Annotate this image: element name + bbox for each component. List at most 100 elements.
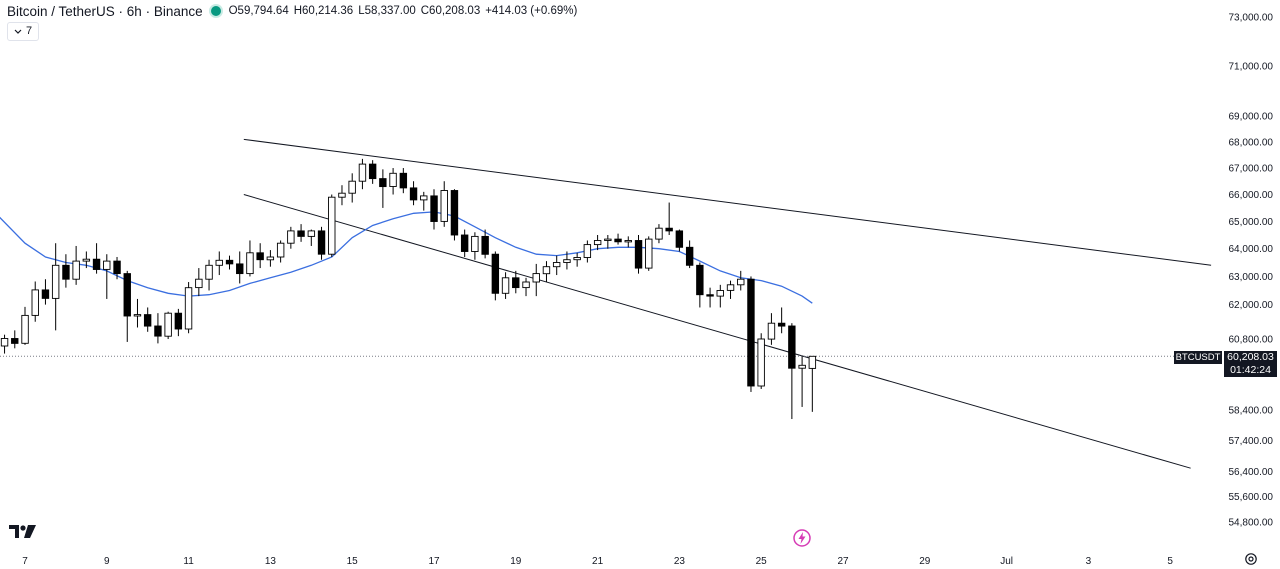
tradingview-logo-icon[interactable] bbox=[9, 525, 37, 539]
candle[interactable] bbox=[195, 268, 203, 297]
candle[interactable] bbox=[430, 189, 438, 230]
candle[interactable] bbox=[460, 229, 469, 257]
candle[interactable] bbox=[51, 243, 60, 331]
candle[interactable] bbox=[696, 262, 704, 308]
candle-body bbox=[552, 262, 561, 268]
trendline-2[interactable] bbox=[243, 194, 1191, 469]
candle[interactable] bbox=[808, 355, 817, 412]
candle[interactable] bbox=[491, 251, 500, 301]
candle[interactable] bbox=[287, 226, 295, 249]
candle[interactable] bbox=[614, 233, 622, 245]
candle[interactable] bbox=[542, 261, 551, 283]
candle[interactable] bbox=[726, 280, 735, 299]
candle[interactable] bbox=[348, 173, 356, 203]
candle[interactable] bbox=[757, 333, 765, 389]
candle-body bbox=[481, 235, 489, 255]
candle[interactable] bbox=[338, 185, 346, 206]
candle[interactable] bbox=[604, 235, 612, 249]
candle[interactable] bbox=[358, 158, 367, 190]
candle-body bbox=[563, 259, 571, 263]
candle[interactable] bbox=[205, 259, 213, 291]
candle[interactable] bbox=[184, 282, 193, 334]
candle[interactable] bbox=[113, 256, 121, 280]
candle[interactable] bbox=[481, 229, 489, 259]
candle[interactable] bbox=[62, 254, 70, 288]
candle[interactable] bbox=[798, 356, 806, 407]
candle[interactable] bbox=[777, 307, 786, 334]
candle[interactable] bbox=[368, 160, 377, 184]
candle-body bbox=[777, 322, 786, 327]
candle[interactable] bbox=[471, 232, 479, 260]
candle[interactable] bbox=[716, 284, 724, 308]
candle[interactable] bbox=[72, 245, 80, 285]
candle[interactable] bbox=[236, 251, 244, 284]
trendline-1[interactable] bbox=[243, 138, 1212, 266]
candle[interactable] bbox=[501, 272, 510, 299]
candle[interactable] bbox=[317, 226, 326, 260]
candle-body bbox=[798, 364, 806, 369]
lightning-bolt-icon[interactable] bbox=[793, 529, 811, 547]
candle[interactable] bbox=[563, 251, 571, 270]
candle[interactable] bbox=[103, 254, 111, 299]
candle[interactable] bbox=[440, 181, 448, 227]
candle[interactable] bbox=[450, 189, 459, 241]
candle[interactable] bbox=[675, 229, 684, 252]
candle[interactable] bbox=[41, 279, 50, 305]
candle[interactable] bbox=[328, 194, 336, 257]
candle[interactable] bbox=[409, 181, 418, 206]
candle[interactable] bbox=[532, 263, 540, 297]
candle[interactable] bbox=[767, 313, 776, 345]
candle[interactable] bbox=[788, 323, 796, 420]
time-axis[interactable]: 7 9 11 13 15 17 19 21 23 25 27 29 Jul 3 5 bbox=[22, 556, 1173, 567]
candle[interactable] bbox=[420, 191, 428, 211]
candle[interactable] bbox=[552, 255, 561, 276]
candle[interactable] bbox=[215, 251, 223, 276]
candle[interactable] bbox=[164, 311, 172, 340]
candle[interactable] bbox=[665, 202, 673, 236]
candle[interactable] bbox=[31, 281, 39, 322]
candle[interactable] bbox=[624, 236, 632, 248]
price-axis[interactable]: 73,000.00 71,000.00 69,000.00 68,000.00 67,0… bbox=[1229, 13, 1274, 529]
candle[interactable] bbox=[256, 243, 264, 269]
candle[interactable] bbox=[297, 224, 305, 242]
candle[interactable] bbox=[143, 307, 152, 332]
candle[interactable] bbox=[747, 276, 755, 392]
candle[interactable] bbox=[512, 270, 520, 294]
symbol-title[interactable]: Bitcoin / TetherUS · 6h · Binance bbox=[7, 3, 203, 19]
candle[interactable] bbox=[583, 240, 592, 263]
candle[interactable] bbox=[706, 287, 714, 308]
candle[interactable] bbox=[645, 236, 653, 271]
candle-body bbox=[174, 312, 183, 330]
candle[interactable] bbox=[685, 240, 694, 269]
candle[interactable] bbox=[11, 330, 19, 349]
candle[interactable] bbox=[379, 169, 387, 208]
candle[interactable] bbox=[225, 255, 234, 270]
candle[interactable] bbox=[593, 235, 602, 251]
candle[interactable] bbox=[174, 308, 183, 337]
candle-body bbox=[287, 230, 295, 244]
candle[interactable] bbox=[655, 224, 663, 244]
candle[interactable] bbox=[133, 298, 142, 328]
candle[interactable] bbox=[123, 270, 131, 342]
candle[interactable] bbox=[21, 306, 29, 345]
candle[interactable] bbox=[737, 270, 745, 291]
candle[interactable] bbox=[82, 251, 91, 269]
candle-body bbox=[103, 260, 111, 270]
settings-gear-icon[interactable] bbox=[1244, 552, 1258, 566]
candle[interactable] bbox=[399, 168, 408, 194]
candle[interactable] bbox=[266, 250, 275, 267]
candle[interactable] bbox=[522, 277, 530, 297]
candle[interactable] bbox=[634, 235, 643, 274]
candle[interactable] bbox=[0, 334, 9, 354]
candle[interactable] bbox=[154, 313, 162, 344]
candle[interactable] bbox=[276, 240, 285, 263]
indicators-collapse-button[interactable]: 7 bbox=[7, 22, 40, 41]
candle[interactable] bbox=[389, 168, 397, 195]
candle[interactable] bbox=[573, 252, 581, 267]
candle-body bbox=[41, 289, 50, 299]
price-tick-label: 73,000.00 bbox=[1229, 13, 1274, 24]
candle[interactable] bbox=[307, 229, 316, 246]
candle[interactable] bbox=[246, 240, 254, 277]
candle[interactable] bbox=[92, 243, 101, 274]
